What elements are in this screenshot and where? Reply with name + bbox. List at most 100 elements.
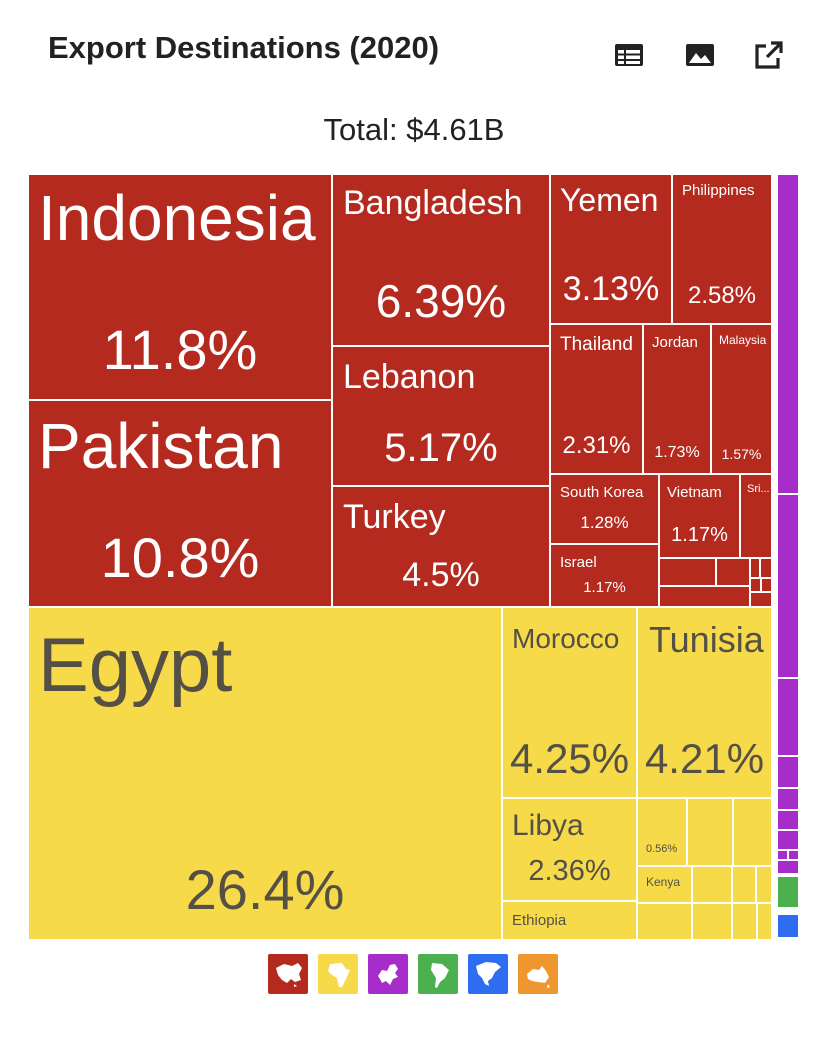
tile-north-america[interactable]: [776, 913, 800, 939]
tile-asia-small[interactable]: [658, 585, 751, 608]
tile-label-philippines: Philippines: [682, 182, 755, 199]
legend-oceania[interactable]: [518, 954, 558, 994]
tile-europe[interactable]: [776, 677, 800, 757]
tile-south-america[interactable]: [776, 875, 800, 909]
tile-label-thailand: Thailand: [560, 334, 633, 355]
tile-label-vietnam: Vietnam: [667, 484, 722, 501]
tile-label-sri-lanka: Sri...: [747, 483, 770, 495]
oceania-map-icon: [527, 966, 550, 988]
tile-africa-small[interactable]: [755, 865, 773, 904]
tile-vietnam[interactable]: [658, 473, 741, 559]
chart-total: Total: $4.61B: [323, 112, 505, 147]
tile-south-korea[interactable]: [549, 473, 660, 545]
tile-value-libya: 2.36%: [528, 855, 611, 887]
tile-africa-small[interactable]: [686, 797, 734, 867]
asia-map-icon: [276, 963, 302, 987]
tile-value-pakistan: 10.8%: [100, 526, 260, 589]
image-icon: [686, 44, 714, 66]
tile-africa-small[interactable]: [691, 902, 733, 941]
tile-value-yemen: 3.13%: [562, 270, 660, 308]
tile-africa-0-56[interactable]: [636, 797, 688, 867]
tile-label-morocco: Morocco: [512, 623, 620, 654]
tile-europe[interactable]: [776, 493, 800, 679]
legend-asia[interactable]: [268, 954, 308, 994]
tile-europe[interactable]: [776, 173, 800, 495]
tile-africa-small[interactable]: [691, 865, 733, 904]
tile-value-israel: 1.17%: [583, 579, 626, 596]
tile-europe[interactable]: [776, 787, 800, 811]
tile-lebanon[interactable]: [331, 345, 551, 487]
tile-label-south-korea: South Korea: [560, 484, 644, 501]
tile-value-malaysia: 1.57%: [721, 446, 762, 462]
tile-label-libya: Libya: [512, 809, 584, 842]
table-icon: [615, 44, 643, 66]
table-view-button[interactable]: [612, 38, 646, 72]
tile-europe[interactable]: [776, 755, 800, 789]
tile-label-tunisia: Tunisia: [649, 619, 764, 660]
legend-africa[interactable]: [318, 954, 358, 994]
tile-africa-small[interactable]: [756, 902, 773, 941]
tile-label-pakistan: Pakistan: [38, 410, 284, 482]
tile-africa-small[interactable]: [636, 902, 693, 941]
tile-egypt[interactable]: [27, 606, 503, 941]
tile-ethiopia[interactable]: [501, 900, 638, 941]
tile-sri-lanka[interactable]: [739, 473, 773, 559]
tile-asia-small[interactable]: [749, 557, 761, 579]
tile-value-thailand: 2.31%: [562, 432, 631, 459]
africa-map-icon: [328, 963, 350, 987]
tile-libya[interactable]: [501, 797, 638, 902]
tile-value-bangladesh: 6.39%: [375, 275, 507, 327]
legend-europe[interactable]: [368, 954, 408, 994]
tile-value-jordan: 1.73%: [654, 444, 700, 461]
tile-value-indonesia: 11.8%: [102, 318, 258, 381]
tile-value-tunisia: 4.21%: [644, 735, 765, 782]
tile-label-israel: Israel: [560, 554, 597, 571]
tile-asia-small[interactable]: [749, 577, 762, 593]
tile-label-bangladesh: Bangladesh: [343, 184, 523, 222]
tile-label-ethiopia: Ethiopia: [512, 912, 567, 929]
tile-europe[interactable]: [787, 849, 800, 861]
tile-europe[interactable]: [776, 809, 800, 831]
tile-asia-small[interactable]: [749, 591, 773, 608]
tile-label-malaysia: Malaysia: [719, 333, 767, 347]
south-america-map-icon: [431, 963, 449, 988]
tile-bangladesh[interactable]: [331, 173, 551, 347]
tile-value-south-korea: 1.28%: [580, 513, 629, 532]
tile-europe[interactable]: [776, 849, 789, 861]
tile-africa-small[interactable]: [731, 865, 757, 904]
tile-morocco[interactable]: [501, 606, 638, 799]
north-america-map-icon: [476, 962, 501, 986]
tile-asia-small[interactable]: [760, 577, 773, 593]
legend-south-america[interactable]: [418, 954, 458, 994]
chart-title: Export Destinations (2020): [48, 30, 440, 65]
tile-asia-small[interactable]: [658, 557, 717, 587]
tile-label-kenya: Kenya: [646, 875, 681, 889]
tile-jordan[interactable]: [642, 323, 712, 475]
tile-value-turkey: 4.5%: [402, 556, 480, 594]
tile-value-morocco: 4.25%: [509, 735, 630, 782]
europe-map-icon: [378, 964, 398, 985]
tile-africa-small[interactable]: [732, 797, 773, 867]
tile-europe[interactable]: [776, 829, 800, 851]
tile-value-egypt: 26.4%: [185, 858, 345, 921]
tile-value-africa-0-56: 0.56%: [646, 843, 678, 855]
legend-north-america[interactable]: [468, 954, 508, 994]
tile-label-turkey: Turkey: [343, 498, 446, 536]
tile-label-lebanon: Lebanon: [343, 358, 476, 396]
tile-value-philippines: 2.58%: [687, 282, 757, 309]
tile-label-jordan: Jordan: [652, 334, 698, 351]
tile-malaysia[interactable]: [710, 323, 773, 475]
tile-label-egypt: Egypt: [38, 623, 233, 708]
tile-europe[interactable]: [776, 859, 800, 875]
tile-indonesia[interactable]: [27, 173, 333, 401]
tile-asia-small[interactable]: [715, 557, 751, 587]
tile-label-yemen: Yemen: [560, 182, 659, 218]
tile-africa-small[interactable]: [731, 902, 758, 941]
tile-asia-small[interactable]: [759, 557, 773, 579]
share-button[interactable]: [752, 38, 786, 72]
tile-value-lebanon: 5.17%: [384, 426, 498, 470]
tile-pakistan[interactable]: [27, 399, 333, 608]
tile-value-vietnam: 1.17%: [671, 524, 728, 546]
download-image-button[interactable]: [683, 38, 717, 72]
